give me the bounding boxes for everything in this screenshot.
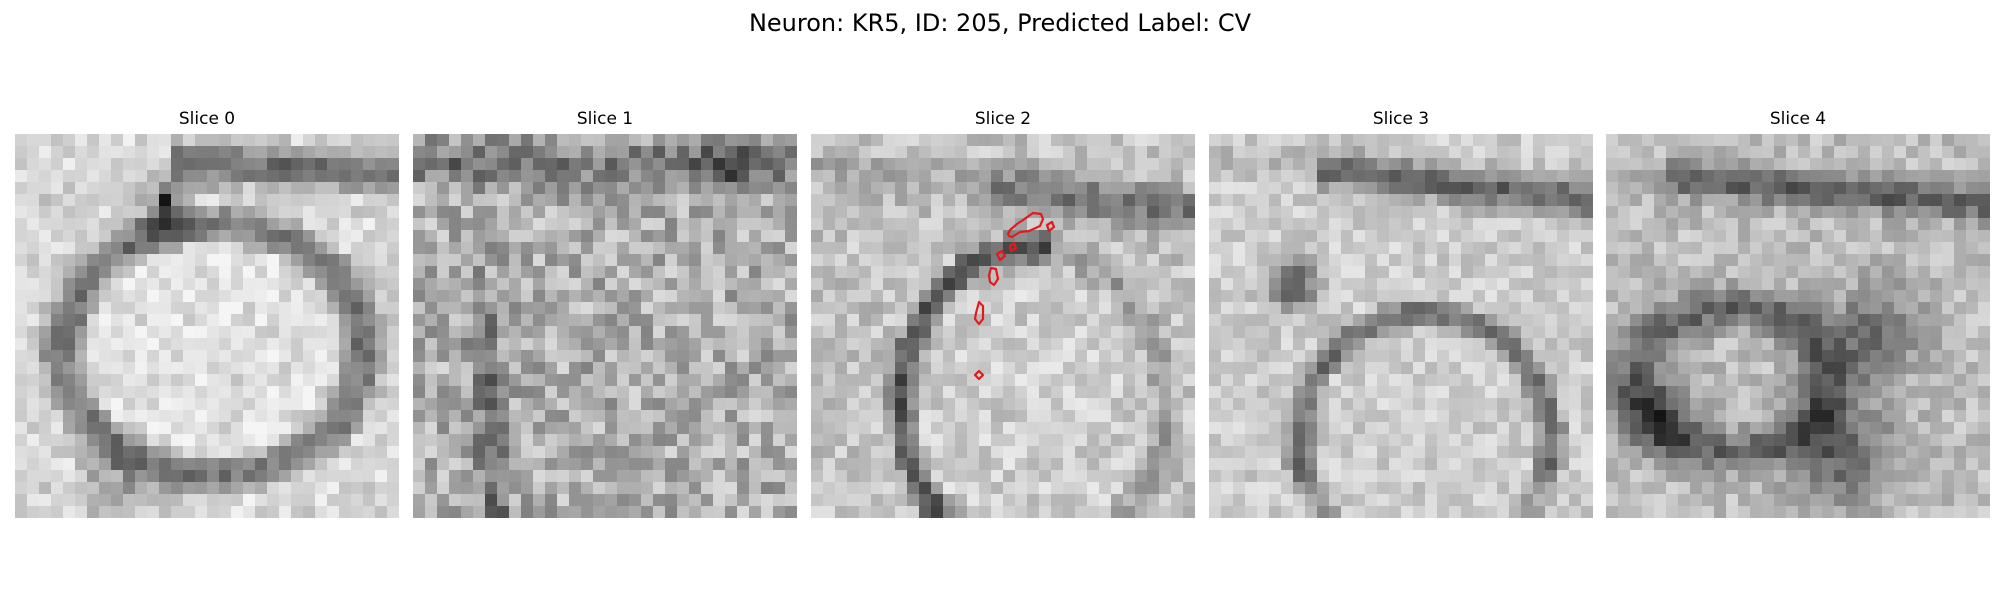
slice-title: Slice 1 [576,109,634,129]
slice-image [15,134,399,518]
segmentation-contour-5 [1008,241,1018,253]
slice-4-grayscale-image [1606,134,1990,518]
slice-0-grayscale-image [15,134,399,518]
figure-title: Neuron: KR5, ID: 205, Predicted Label: C… [748,9,1252,37]
slice-2-grayscale-image [811,134,1195,518]
segmentation-contour-6 [973,369,985,381]
slice-title: Slice 0 [178,109,236,129]
segmentation-contour-1 [1045,220,1056,233]
slice-image [1606,134,1990,518]
segmentation-contour-2 [987,266,1000,287]
slice-title: Slice 4 [1769,109,1827,129]
slice-1-grayscale-image [413,134,797,518]
segmentation-contour-0 [1006,211,1045,239]
slice-image [413,134,797,518]
slice-3-grayscale-image [1209,134,1593,518]
slice-image [1209,134,1593,518]
segmentation-contour-3 [973,300,985,326]
segmentation-contour-4 [995,249,1007,262]
slice-image [811,134,1195,518]
slice-title: Slice 3 [1372,109,1430,129]
slice-title: Slice 2 [974,109,1032,129]
